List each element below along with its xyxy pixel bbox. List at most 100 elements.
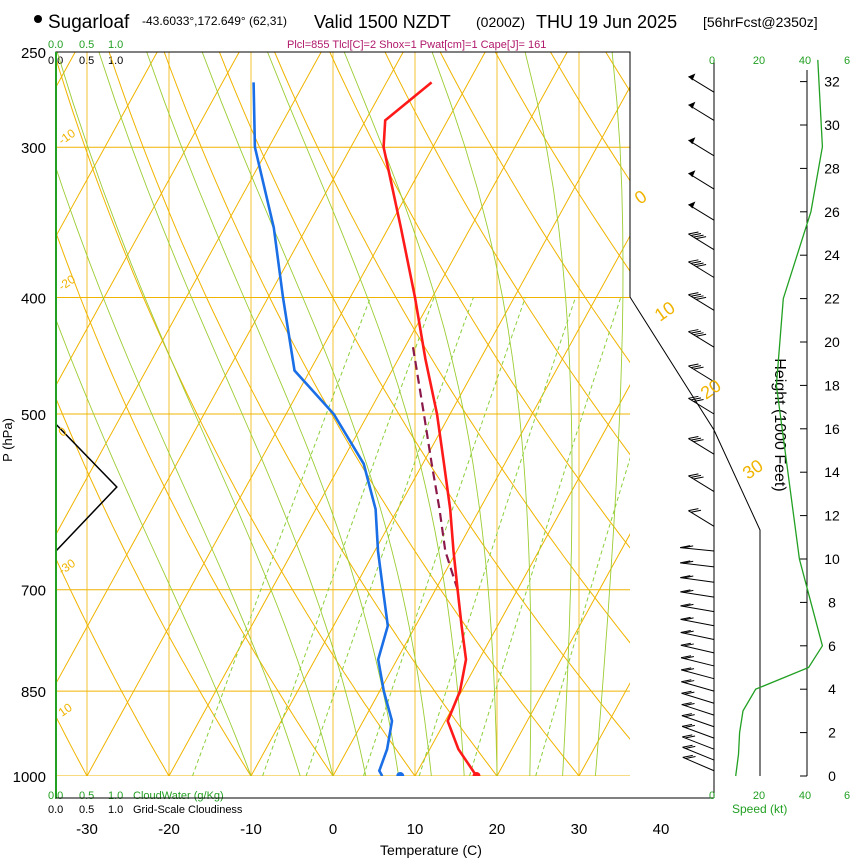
wind-speed-height-profile (735, 59, 824, 777)
pressure-label: 850 (21, 684, 46, 701)
moist-adiabat (594, 52, 624, 776)
wind-barb-feather (685, 745, 696, 749)
mixing-ratio-label: 12 (470, 775, 489, 794)
wind-barb (680, 644, 715, 654)
dry-adiabat (218, 52, 630, 740)
height-tick-label: 16 (824, 421, 840, 437)
parcel-trace (411, 347, 459, 591)
wind-barb (688, 233, 715, 251)
dry-adiabat (757, 31, 850, 802)
height-tick-label: 26 (824, 204, 840, 220)
wind-barb (688, 331, 715, 348)
wind-barb-feather (680, 629, 691, 633)
height-tick-label: 12 (824, 508, 840, 524)
speed-tick-label: 40 (799, 55, 811, 67)
dry-adiabat (56, 57, 416, 776)
wind-barb (682, 736, 715, 750)
wind-barb-feather (681, 723, 693, 727)
wind-barb-feather (688, 292, 699, 296)
wind-barb-feather (684, 680, 695, 684)
x-tick-label: 20 (489, 821, 506, 838)
mixing-ratio-label: 8 (419, 780, 435, 793)
valid-time: Valid 1500 NZDT (314, 12, 451, 32)
mixing-ratio-line (469, 297, 622, 776)
wind-barb (681, 692, 715, 704)
cloudiness-scale-bottom-0: 0.0 (48, 804, 63, 816)
wind-barb-feather (680, 642, 691, 646)
wind-barb-feather (690, 330, 702, 334)
dry-adiabat-label: 30 (739, 455, 767, 483)
wind-barb (680, 618, 715, 627)
wind-barb-feather (683, 655, 695, 659)
mixing-ratio-label: 2 (261, 780, 277, 793)
temperature-trace (382, 81, 478, 776)
speed-tick-label: 6 (844, 55, 850, 67)
skew-isotherm (56, 52, 322, 536)
height-tick-label: 2 (828, 725, 836, 741)
height-tick-label: 8 (828, 594, 836, 610)
wind-barb-feather (690, 365, 702, 369)
height-tick-label: 20 (824, 334, 840, 350)
speed-tick-label: 20 (753, 55, 765, 67)
wind-barb-feather (688, 363, 699, 367)
mixing-ratio-line (363, 297, 526, 776)
x-tick-label: 30 (571, 821, 588, 838)
wind-barb-feather (688, 395, 699, 399)
mixing-ratio-line (535, 456, 630, 776)
wind-barb-feather (693, 262, 704, 266)
dry-adiabat (274, 52, 630, 644)
dry-adiabat-label: 10 (651, 297, 679, 325)
height-tick-label: 0 (828, 768, 836, 784)
dewpoint-trace (252, 82, 394, 776)
wind-barb-feather (688, 473, 699, 477)
mixing-ratio-line (418, 297, 576, 776)
dry-adiabat-label: -10 (56, 126, 79, 148)
wind-barb-feather (682, 734, 693, 738)
wind-barb-feather (695, 333, 707, 337)
wind-barb (688, 294, 715, 311)
cloud-scale-bottom-1: 0.5 (79, 790, 94, 802)
mixing-ratio-label: 20 (535, 775, 554, 794)
dry-adiabat-label: -30 (56, 556, 79, 578)
dry-adiabat (108, 52, 498, 776)
cloud-scale-top-1: 0.5 (79, 39, 94, 51)
dry-adiabat (56, 397, 252, 776)
wind-barb-feather (681, 690, 692, 694)
surface-dewpoint-marker (396, 772, 405, 776)
wind-barb-feather (683, 668, 695, 672)
stability-indices: Plcl=855 Tlcl[C]=2 Shox=1 Pwat[cm]=1 Cap… (287, 39, 546, 51)
wind-barb-feather (683, 617, 694, 621)
dry-adiabat (384, 52, 630, 456)
wind-barb-feather (680, 589, 691, 593)
dry-adiabat (605, 52, 630, 93)
height-tick-label: 14 (824, 464, 840, 480)
moist-adiabat (146, 52, 400, 776)
dry-adiabat-label: 10 (56, 700, 75, 719)
speed-tick-label: 0 (709, 790, 715, 802)
wind-barb-feather (693, 366, 704, 370)
cloud-scale-top: 0.0 0.5 1.0 0.0 0.5 1.0 (48, 39, 123, 67)
cloudiness-scale-bottom-2: 1.0 (108, 804, 123, 816)
wind-barb (680, 562, 715, 568)
wind-barb-feather (688, 329, 699, 333)
wind-barb-feather (685, 756, 696, 759)
height-tick-label: 22 (824, 291, 840, 307)
wind-barb-feather (683, 545, 694, 549)
pressure-label: 1000 (13, 769, 46, 786)
height-axis-title: Height (1000 Feet) (771, 358, 788, 491)
pressure-label: 500 (21, 407, 46, 424)
wind-barb (680, 591, 715, 598)
height-tick-label: 28 (824, 160, 840, 176)
wind-barb-flag (688, 137, 696, 145)
cloudiness-label: Grid-Scale Cloudiness (133, 804, 243, 816)
y-axis-title: P (hPa) (0, 418, 15, 462)
wind-barb-feather (683, 589, 694, 593)
wind-barb-feather (680, 603, 691, 607)
cloudwater-label: CloudWater (g/Kg) (133, 790, 224, 802)
wind-barb-feather (693, 332, 704, 336)
wind-barb-feather (690, 474, 702, 478)
pressure-label: 700 (21, 583, 46, 600)
wind-barb-feather (684, 703, 695, 706)
cloud-scale-bottom-2: 1.0 (108, 790, 123, 802)
